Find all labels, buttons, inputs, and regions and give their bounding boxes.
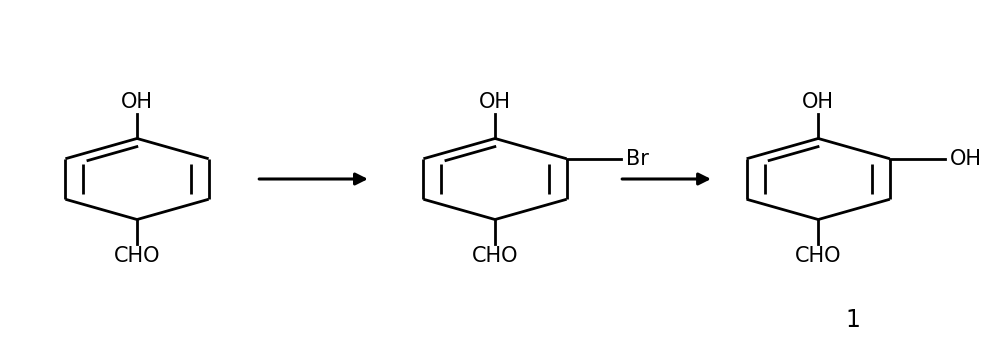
Text: OH: OH — [802, 92, 834, 112]
Text: CHO: CHO — [795, 246, 841, 266]
Text: Br: Br — [626, 149, 649, 169]
Text: CHO: CHO — [114, 246, 160, 266]
Text: OH: OH — [949, 149, 981, 169]
Text: 1: 1 — [846, 308, 860, 332]
Text: OH: OH — [121, 92, 153, 112]
Text: OH: OH — [479, 92, 511, 112]
Text: CHO: CHO — [472, 246, 518, 266]
